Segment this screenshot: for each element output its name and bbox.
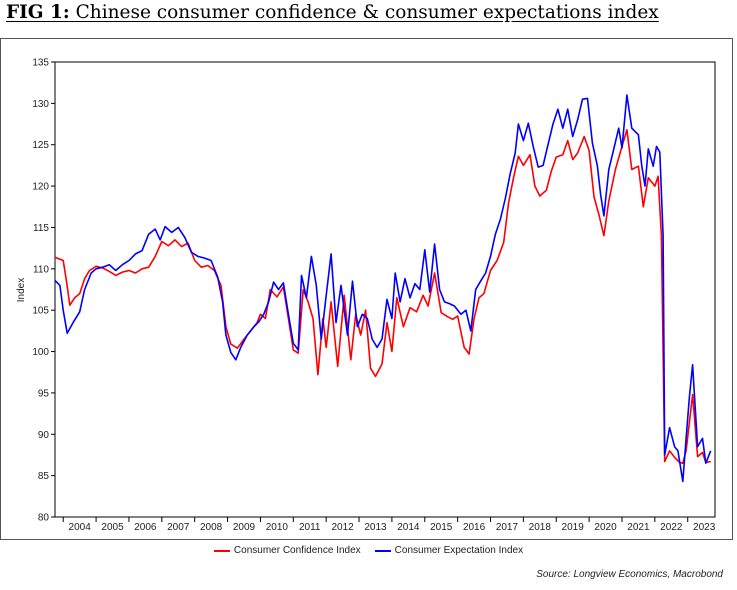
y-tick-label: 90: [38, 430, 50, 441]
x-tick-label: 2019: [562, 522, 585, 533]
x-tick-label: 2021: [627, 522, 650, 533]
y-tick-label: 120: [32, 182, 49, 193]
x-tick-label: 2015: [430, 522, 453, 533]
figure-title-text: Chinese consumer confidence & consumer e…: [75, 2, 659, 23]
y-tick-label: 95: [38, 388, 50, 399]
x-tick-label: 2016: [463, 522, 486, 533]
x-tick-label: 2014: [397, 522, 420, 533]
x-tick-label: 2017: [496, 522, 519, 533]
y-tick-label: 125: [32, 140, 49, 151]
series-lines: [54, 94, 712, 483]
figure-label: FIG 1:: [6, 2, 70, 23]
y-tick-label: 110: [33, 264, 49, 275]
x-tick-label: 2020: [594, 522, 617, 533]
legend-item-expectation: Consumer Expectation Index: [374, 545, 524, 556]
y-tick-label: 135: [32, 58, 49, 69]
legend: Consumer Confidence Index Consumer Expec…: [0, 545, 737, 556]
x-tick-label: 2006: [134, 522, 157, 533]
plot-area: [54, 61, 716, 518]
x-tick-label: 2012: [331, 522, 354, 533]
y-axis: 80 85 90 95 100 105 110 115 120 125 130 135: [32, 58, 55, 524]
legend-swatch-expectation: [374, 549, 391, 552]
x-tick-label: 2007: [167, 522, 190, 533]
y-tick-label: 115: [33, 223, 49, 234]
y-tick-label: 130: [32, 99, 49, 110]
y-axis-label: Index: [16, 278, 27, 302]
x-tick-label: 2013: [364, 522, 387, 533]
legend-item-confidence: Consumer Confidence Index: [213, 545, 361, 556]
x-tick-label: 2009: [233, 522, 256, 533]
series-line-consumer-expectation: [54, 94, 712, 483]
source-note: Source: Longview Economics, Macrobond: [536, 569, 723, 580]
legend-label-confidence: Consumer Confidence Index: [233, 545, 361, 556]
x-tick-label: 2010: [266, 522, 289, 533]
legend-label-expectation: Consumer Expectation Index: [394, 545, 524, 556]
x-tick-label: 2005: [101, 522, 124, 533]
y-tick-label: 105: [32, 306, 49, 317]
figure-title: FIG 1: Chinese consumer confidence & con…: [6, 2, 659, 23]
series-line-consumer-confidence: [54, 129, 711, 464]
y-tick-label: 85: [38, 471, 50, 482]
x-tick-label: 2004: [69, 522, 92, 533]
x-tick-label: 2011: [299, 522, 321, 533]
x-tick-label: 2023: [693, 522, 716, 533]
y-tick-label: 80: [38, 513, 50, 524]
x-tick-label: 2022: [660, 522, 683, 533]
x-tick-label: 2018: [529, 522, 552, 533]
x-axis: 2004 2005 2006 2007 2008 2009 2010 2011 2012 2013…: [62, 517, 716, 533]
x-tick-label: 2008: [200, 522, 223, 533]
legend-swatch-confidence: [213, 549, 230, 552]
y-tick-label: 100: [32, 347, 49, 358]
